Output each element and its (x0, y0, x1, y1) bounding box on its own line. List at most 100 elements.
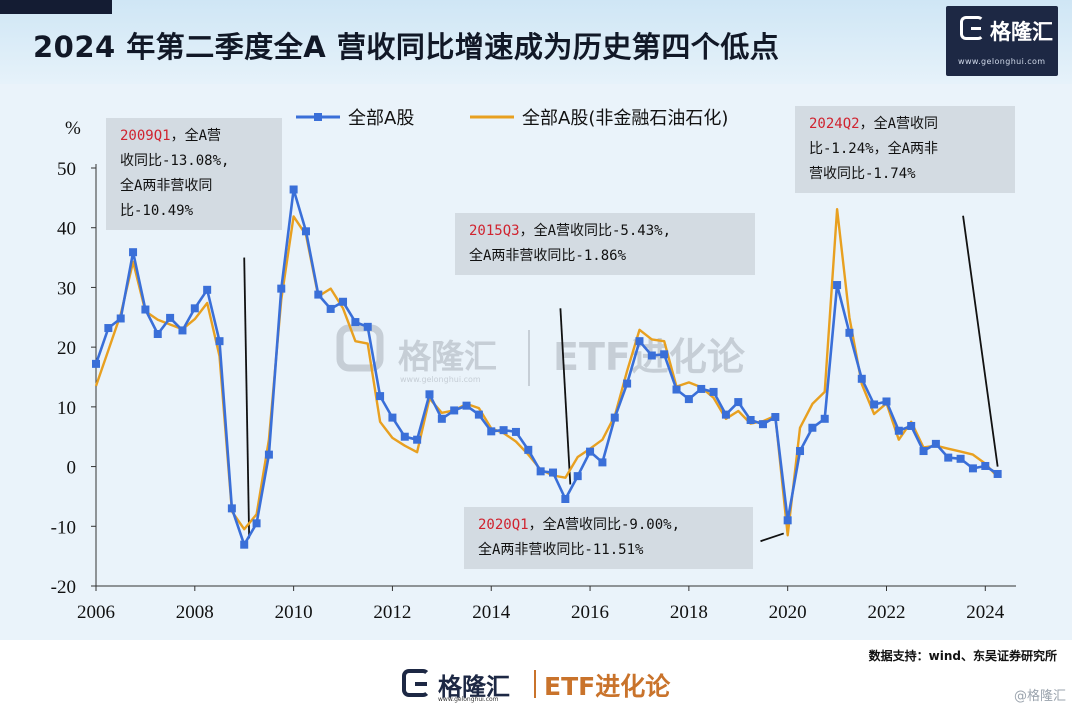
y-tick-label: 0 (67, 458, 77, 479)
data-point (116, 314, 125, 323)
data-point (857, 374, 866, 383)
data-point (141, 305, 150, 314)
x-tick-label: 2020 (769, 602, 807, 623)
x-tick-label: 2022 (867, 602, 905, 623)
data-point (425, 390, 434, 399)
data-point (363, 322, 372, 331)
annotation-text: ，全A营 收同比-13.08%, 全A两非营收同 比-10.49% (120, 128, 230, 219)
data-point (400, 432, 409, 441)
data-point (635, 337, 644, 346)
corner-watermark: @格隆汇 (1013, 689, 1066, 704)
y-tick-label: 20 (57, 338, 76, 359)
y-tick-label: -20 (51, 577, 76, 598)
legend-label: 全部A股(非金融石油石化) (522, 108, 728, 129)
annotation-2009q1: 2009Q1，全A营 收同比-13.08%, 全A两非营收同 比-10.49% (106, 118, 282, 230)
series-layer (92, 185, 1002, 549)
y-axis-label: % (65, 118, 81, 139)
data-point (981, 461, 990, 470)
data-point (462, 401, 471, 410)
source-note: 数据支持：wind、东吴证券研究所 (868, 649, 1057, 663)
corner-tab (0, 0, 112, 14)
data-point (833, 281, 842, 290)
data-point (697, 384, 706, 393)
data-point (746, 415, 755, 424)
data-point (215, 337, 224, 346)
data-point (264, 450, 273, 459)
annotation-date: 2009Q1 (120, 128, 171, 144)
data-point (178, 326, 187, 335)
x-tick-label: 2012 (373, 602, 411, 623)
data-point (511, 427, 520, 436)
annotation-date: 2020Q1 (478, 517, 529, 533)
annotation-text: ，全A营收同比-5.43%, 全A两非营收同比-1.86% (469, 223, 672, 264)
data-point (166, 313, 175, 322)
annotation-2024q2: 2024Q2，全A营收同 比-1.24%，全A两非 营收同比-1.74% (795, 106, 1015, 193)
data-point (573, 472, 582, 481)
data-point (882, 397, 891, 406)
data-point (326, 304, 335, 313)
data-point (647, 351, 656, 360)
x-tick-label: 2006 (77, 602, 115, 623)
data-point (351, 318, 360, 327)
data-point (623, 379, 632, 388)
data-point (771, 413, 780, 422)
data-point (437, 414, 446, 423)
data-point (660, 350, 669, 359)
data-point (968, 464, 977, 473)
data-point (314, 290, 323, 299)
footer-brand: 格隆汇 (438, 673, 510, 701)
data-point (993, 469, 1002, 478)
data-point (487, 427, 496, 436)
data-point (598, 458, 607, 467)
x-tick-label: 2014 (472, 602, 511, 623)
data-point (227, 504, 236, 513)
data-point (104, 324, 113, 333)
data-point (758, 420, 767, 429)
callout-line (760, 532, 785, 543)
y-tick-label: -10 (51, 517, 76, 538)
callout-line (559, 308, 572, 485)
footer-separator (534, 670, 536, 698)
footer-url: www.gelonghui.com (438, 696, 499, 703)
y-tick-label: 50 (57, 159, 76, 180)
data-point (153, 330, 162, 339)
header-bar (0, 0, 1072, 84)
legend-marker (314, 113, 322, 121)
callout-lines (243, 215, 999, 543)
annotation-2015q3: 2015Q3，全A营收同比-5.43%, 全A两非营收同比-1.86% (455, 213, 755, 275)
data-point (783, 516, 792, 525)
data-point (92, 359, 100, 368)
page-title: 2024 年第二季度全A 营收同比增速成为历史第四个低点 (33, 30, 780, 64)
brand-logo[interactable]: 格隆汇 www.gelonghui.com (946, 6, 1058, 76)
data-point (931, 439, 940, 448)
y-tick-label: 30 (57, 278, 76, 299)
data-point (956, 454, 965, 463)
data-point (796, 447, 805, 456)
data-point (721, 410, 730, 419)
data-point (240, 540, 249, 549)
annotation-date: 2024Q2 (809, 116, 860, 132)
data-point (536, 467, 545, 476)
center-watermark: 格隆汇 www.gelonghui.com ETF进化论 (336, 324, 746, 386)
data-point (586, 447, 595, 456)
x-tick-label: 2024 (966, 602, 1005, 623)
data-point (190, 304, 199, 313)
data-point (474, 410, 483, 419)
data-point (684, 395, 693, 404)
data-point (301, 227, 310, 236)
data-point (610, 413, 619, 422)
data-point (944, 453, 953, 462)
footer-logo-icon (402, 669, 430, 697)
data-point (388, 413, 397, 422)
data-point (808, 423, 817, 432)
data-point (870, 400, 879, 409)
callout-line (962, 215, 999, 467)
watermark-brand: 格隆汇 (398, 337, 497, 376)
line-chart: 格隆汇 www.gelonghui.com ETF进化论 -20 -10 0 10 20… (51, 108, 1016, 623)
annotation-text: ，全A营收同 比-1.24%，全A两非 营收同比-1.74% (809, 116, 939, 182)
logo-icon (960, 16, 984, 40)
x-tick-label: 2018 (670, 602, 708, 623)
y-tick-label: 40 (57, 219, 76, 240)
footer-tag: ETF进化论 (544, 672, 671, 701)
data-point (524, 445, 533, 454)
